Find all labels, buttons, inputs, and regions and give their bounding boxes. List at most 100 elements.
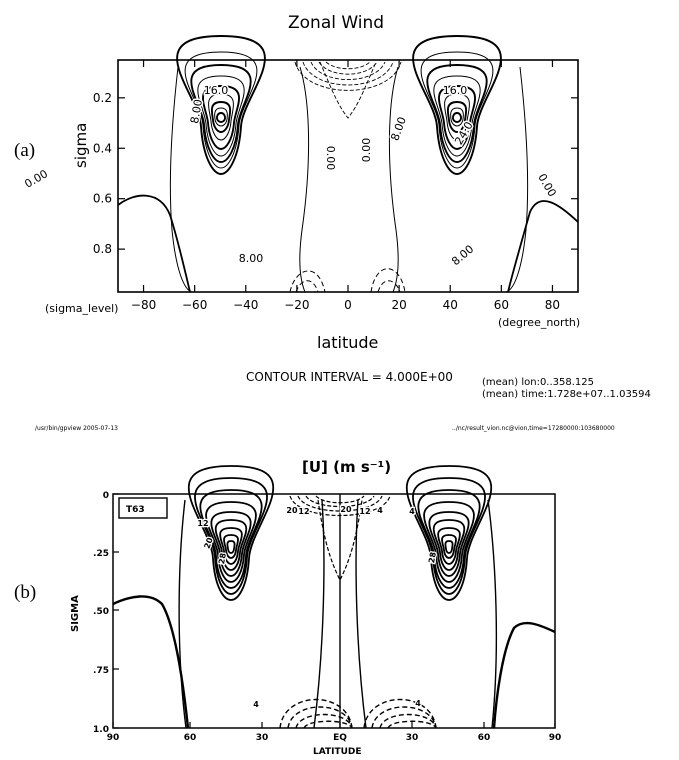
contour-label: 8.00 (239, 252, 264, 265)
x-tick-label: 30 (406, 733, 419, 743)
easterly-contour (305, 495, 375, 508)
panel-b-contours (112, 465, 556, 729)
westerly-contour (426, 64, 488, 163)
y-tick-label: 0.4 (93, 141, 112, 155)
panel-a-x-unit-right: (degree_north) (498, 316, 581, 329)
x-tick-label: −40 (233, 298, 258, 312)
westerly-contour (199, 489, 263, 589)
y-tick-label: 0 (103, 491, 109, 501)
westerly-contour (187, 465, 275, 601)
easterly-contour (310, 61, 386, 80)
panel-a-label: (a) (14, 140, 36, 161)
easterly-contour (303, 720, 353, 729)
zero-contour (355, 499, 367, 729)
westerly-contour (210, 511, 252, 577)
westerly-contour (202, 85, 240, 150)
easterly-contour (295, 713, 353, 729)
panel-b-y-ticks: 0 .25 .50 .75 1.0 (93, 491, 119, 735)
westerly-contour (428, 511, 470, 577)
panel-b-label: (b) (14, 582, 37, 603)
westerly-contour (205, 501, 257, 583)
contour-label: 12 (359, 507, 370, 516)
easterly-contour (370, 268, 406, 293)
zero-contour-outer (112, 595, 190, 729)
contour-label: 16.0 (443, 84, 468, 97)
panel-b-title: [U] (m s⁻¹) (302, 458, 392, 476)
x-tick-label: 30 (256, 733, 269, 743)
x-tick-label: 60 (494, 298, 509, 312)
contour-label: 4 (409, 507, 415, 516)
easterly-contour (325, 61, 371, 70)
y-tick-label: .50 (93, 607, 109, 617)
zero-contour (505, 66, 529, 293)
westerly-contour (444, 93, 470, 141)
x-tick-label: 90 (107, 733, 120, 743)
panel-a-x-unit-left: (sigma_level) (45, 302, 119, 315)
mean-lon-text: (mean) lon:0..358.125 (482, 377, 595, 388)
westerly-contour (438, 85, 476, 150)
zero-contour (313, 499, 325, 729)
westerly-contour (437, 527, 461, 565)
panel-a-y-ticks: 0.2 0.4 0.6 0.8 (93, 91, 578, 256)
westerly-contour (446, 101, 468, 133)
panel-a-title: Zonal Wind (288, 13, 385, 33)
westerly-contour (444, 540, 454, 554)
westerly-contour (214, 519, 248, 571)
zero-contour-outer (492, 621, 556, 729)
panel-b-xlabel: LATITUDE (313, 747, 362, 757)
panel-a-xlabel: latitude (317, 333, 379, 352)
y-tick-label: 0.8 (93, 242, 112, 256)
easterly-contour (315, 495, 365, 504)
contour-label: 0.00 (360, 138, 373, 163)
contour-label: 16.0 (204, 84, 229, 97)
footer-right-text: ../nc/result_vion.nc@vion,time=17280000:… (452, 425, 615, 432)
westerly-contour (433, 75, 481, 157)
easterly-contour (302, 61, 394, 86)
panel-b-frame (112, 493, 556, 729)
x-tick-label: 0 (344, 298, 352, 312)
zero-contour-outer (117, 194, 191, 293)
contour-label: 20 (340, 505, 352, 514)
panel-b-t63-box (118, 497, 168, 519)
westerly-contour (405, 465, 493, 601)
footer-left-text: /usr/bin/gpview 2005-07-13 (35, 425, 118, 432)
x-tick-label: 60 (184, 733, 197, 743)
mean-time-text: (mean) time:1.728e+07..1.03594 (482, 389, 651, 400)
easterly-contour (289, 495, 391, 517)
x-tick-label: 40 (443, 298, 458, 312)
zero-contour (487, 499, 498, 729)
easterly-contour (317, 499, 363, 582)
x-tick-label: 90 (549, 733, 562, 743)
contour-label: 0.00 (324, 146, 337, 171)
easterly-contour (387, 720, 437, 729)
contour-label: 4 (253, 700, 259, 709)
westerly-contour (215, 112, 227, 123)
easterly-contour (289, 270, 326, 293)
easterly-contour (377, 280, 401, 293)
westerly-contour (208, 93, 234, 141)
contour-label: 28 (427, 551, 438, 564)
westerly-contour (441, 534, 457, 559)
x-tick-label: −80 (131, 298, 156, 312)
westerly-contour (432, 519, 466, 571)
westerly-contour (420, 51, 494, 169)
westerly-contour (412, 35, 502, 175)
contour-label: 4 (377, 506, 383, 515)
westerly-contour (214, 107, 228, 127)
panel-b-t63-label: T63 (126, 505, 145, 515)
easterly-contour (319, 61, 377, 119)
x-tick-label: 20 (391, 298, 406, 312)
contour-interval-text: CONTOUR INTERVAL = 4.000E+00 (246, 370, 453, 384)
westerly-contour (184, 51, 258, 169)
easterly-contour (318, 61, 378, 75)
westerly-contour (194, 477, 268, 595)
westerly-contour (412, 477, 486, 595)
contour-label: 12 (197, 519, 208, 528)
easterly-contour (294, 61, 402, 91)
panel-a-x-ticks: −80 −60 −40 −20 0 20 40 60 80 (131, 60, 560, 312)
contour-label: 28 (217, 552, 228, 565)
x-tick-label: EQ (333, 733, 347, 743)
panel-b-x-ticks: 90 60 30 EQ 30 60 90 (107, 722, 562, 743)
y-tick-label: 0.6 (93, 192, 112, 206)
